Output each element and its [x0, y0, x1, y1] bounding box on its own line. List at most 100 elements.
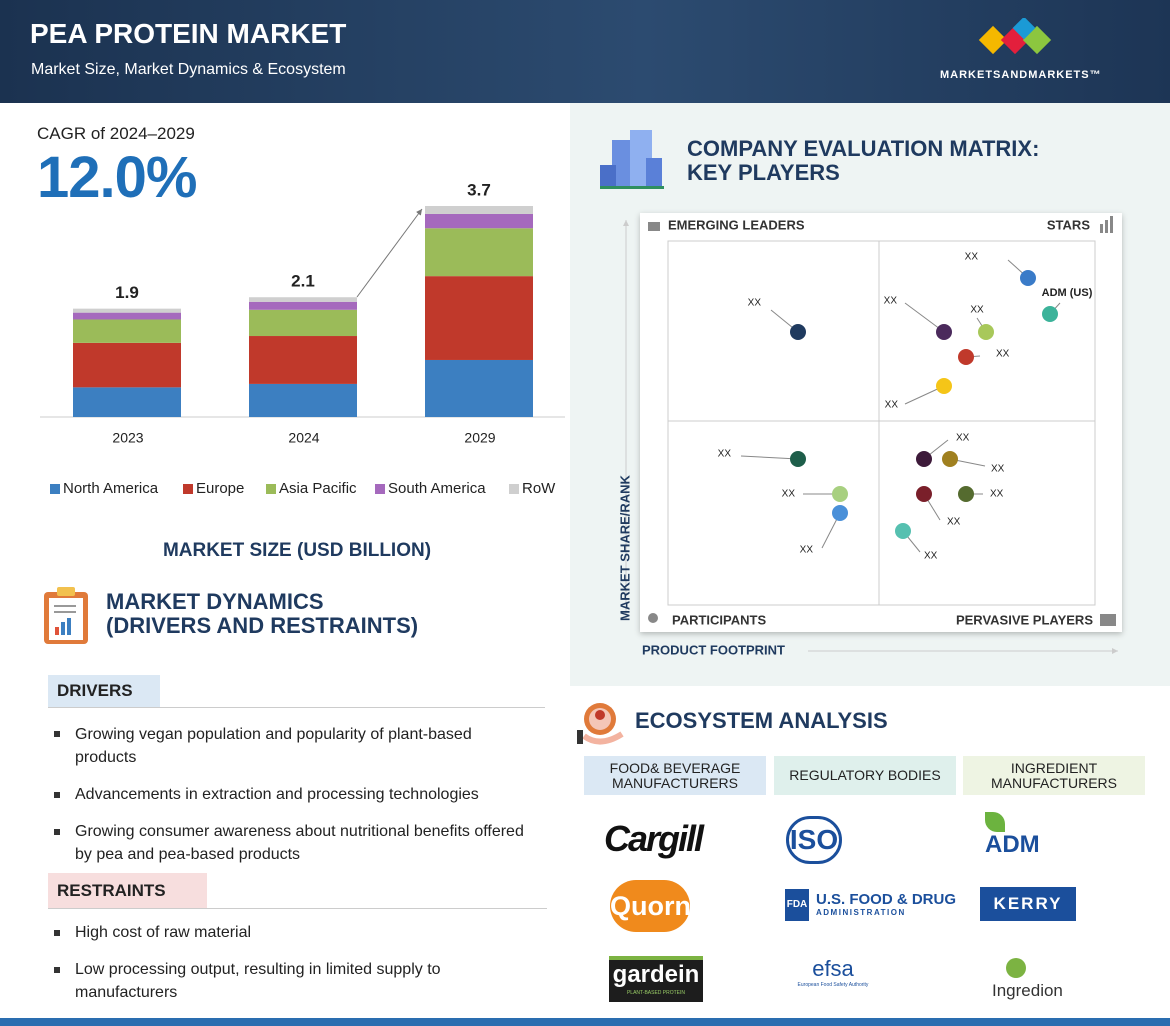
company-dot	[936, 324, 952, 340]
quadrant-label: PERVASIVE PLAYERS	[956, 612, 1093, 627]
heading-line: FOOD& BEVERAGE	[609, 759, 741, 776]
logo-gardein: gardein PLANT-BASED PROTEIN	[609, 956, 703, 1002]
section-title: COMPANY EVALUATION MATRIX: KEY PLAYERS	[687, 137, 1039, 185]
legend-label: RoW	[522, 480, 556, 497]
company-dot	[942, 451, 958, 467]
driver-item: Advancements in extraction and processin…	[75, 786, 479, 803]
company-label: XX	[996, 349, 1010, 360]
quadrant-label: EMERGING LEADERS	[668, 217, 805, 232]
logo-text: ADMINISTRATION	[816, 908, 906, 917]
total-label: 2.1	[291, 272, 315, 291]
company-label: XX	[947, 517, 961, 528]
bar-segment	[73, 319, 181, 343]
logo-text: European Food Safety Authority	[797, 982, 869, 988]
company-label: XX	[718, 449, 732, 460]
logo-adm-leaf	[985, 812, 1005, 832]
heading-line: MANUFACTURERS	[990, 774, 1117, 791]
logo-kerry: KERRY	[980, 887, 1076, 921]
quadrant-label: PARTICIPANTS	[672, 612, 766, 627]
bar-segment	[73, 342, 181, 388]
cagr-value: 12.0%	[37, 145, 197, 210]
title-line: MARKET DYNAMICS	[106, 589, 324, 614]
company-dot	[936, 378, 952, 394]
bar-segment	[425, 276, 533, 360]
bar-segment	[73, 312, 181, 320]
page-title: PEA PROTEIN MARKET	[30, 18, 347, 49]
column-heading: FOOD& BEVERAGE MANUFACTURERS	[584, 756, 766, 795]
growth-arrow	[356, 208, 423, 298]
building-icon	[600, 130, 664, 189]
rule	[48, 707, 545, 708]
section-title: ECOSYSTEM ANALYSIS	[635, 708, 888, 733]
bar-segment	[73, 387, 181, 417]
quadrant-label: STARS	[1047, 217, 1090, 232]
footer-band	[0, 1018, 1170, 1026]
section-title: MARKET DYNAMICS (DRIVERS AND RESTRAINTS)	[106, 590, 418, 638]
legend-label: Asia Pacific	[279, 480, 357, 497]
legend-swatch	[375, 484, 385, 494]
x-tick-label: 2023	[112, 430, 143, 446]
bullet	[54, 829, 60, 835]
cagr-label: CAGR of 2024–2029	[37, 124, 195, 143]
legend-label: Europe	[196, 480, 244, 497]
title-line: KEY PLAYERS	[687, 160, 840, 185]
company-label: XX	[970, 305, 984, 316]
company-label: XX	[800, 545, 814, 556]
bar-segment	[425, 359, 533, 417]
company-dot	[1042, 306, 1058, 322]
leader-line	[904, 302, 945, 333]
logo-ingredion: Ingredion	[992, 981, 1063, 1000]
x-tick-label: 2024	[288, 430, 319, 446]
company-dot	[832, 486, 848, 502]
restraint-item: High cost of raw material	[75, 924, 252, 941]
logo-quorn: Quorn	[610, 880, 691, 932]
title-line: (DRIVERS AND RESTRAINTS)	[106, 613, 419, 638]
bar-segment	[73, 308, 181, 313]
bar-segment	[249, 383, 357, 417]
bullet	[54, 930, 60, 936]
company-dot	[832, 505, 848, 521]
column-heading: REGULATORY BODIES	[774, 756, 956, 795]
company-label: XX	[748, 298, 762, 309]
legend-label: North America	[63, 480, 159, 497]
chart-title: MARKET SIZE (USD BILLION)	[162, 540, 432, 561]
company-label: XX	[991, 464, 1005, 475]
logo-fda-mark: FDA	[785, 889, 809, 921]
bar-segment	[425, 213, 533, 229]
logo-iso: ISO	[786, 816, 842, 864]
bar-segment	[425, 228, 533, 277]
restraint-item: Low processing output, resulting in limi…	[75, 961, 441, 1001]
legend-swatch	[183, 484, 193, 494]
logo-ingredion-mark	[1006, 958, 1026, 978]
company-label: XX	[782, 489, 796, 500]
logo-cargill: Cargill	[604, 818, 704, 859]
company-label: XX	[965, 252, 979, 263]
total-label: 1.9	[115, 283, 139, 302]
x-axis-label: PRODUCT FOOTPRINT	[642, 642, 785, 657]
header-band	[0, 0, 1170, 103]
company-dot	[790, 451, 806, 467]
quadrant-icons	[648, 216, 1116, 626]
total-label: 3.7	[467, 180, 491, 199]
driver-item: Growing vegan population and popularity …	[75, 726, 472, 766]
company-dot	[916, 451, 932, 467]
x-tick-label: 2029	[464, 430, 495, 446]
leader-line	[740, 455, 799, 460]
company-dot	[895, 523, 911, 539]
legend-swatch	[50, 484, 60, 494]
company-dot	[958, 486, 974, 502]
logo-fda: U.S. FOOD & DRUG ADMINISTRATION	[816, 891, 956, 917]
logo-text: U.S. FOOD & DRUG	[816, 891, 957, 908]
legend-swatch	[509, 484, 519, 494]
company-label: XX	[885, 400, 899, 411]
bullet	[54, 967, 60, 973]
company-label: ADM (US)	[1042, 287, 1093, 299]
logo-text: gardein	[612, 961, 700, 988]
company-dot	[958, 349, 974, 365]
brand-mark	[978, 18, 1052, 55]
matrix-plot	[667, 240, 1096, 606]
company-dot	[1020, 270, 1036, 286]
company-label: XX	[884, 296, 898, 307]
